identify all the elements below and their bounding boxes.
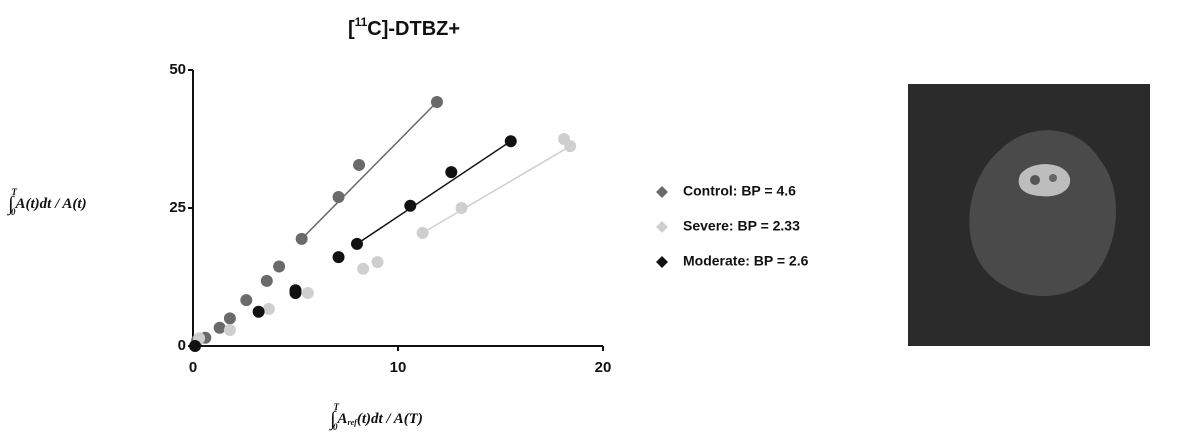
data-point <box>372 256 384 268</box>
pet-image <box>908 84 1150 346</box>
chart-title: [11C]-DTBZ+ <box>348 15 460 40</box>
legend-label: Control: BP = 4.6 <box>683 183 796 199</box>
fit-line <box>357 141 511 244</box>
legend-label: Severe: BP = 2.33 <box>683 218 800 234</box>
data-point <box>253 306 265 318</box>
chart: [11C]-DTBZ+ ∫T0A(t)dt / A(t) ∫T0Aref(t)d… <box>0 0 1178 439</box>
y-tick-label: 50 <box>169 61 186 78</box>
label-body: (t)dt / A(T) <box>357 411 423 427</box>
data-point <box>333 251 345 263</box>
legend-label: Moderate: BP = 2.6 <box>683 253 809 269</box>
data-point <box>445 166 457 178</box>
data-point <box>224 324 236 336</box>
data-point <box>214 322 226 334</box>
data-point <box>505 135 517 147</box>
data-point <box>224 312 236 324</box>
data-point <box>273 261 285 273</box>
data-point <box>333 191 345 203</box>
label-body: A <box>336 411 347 427</box>
data-point <box>261 275 273 287</box>
data-point <box>417 227 429 239</box>
data-point <box>290 287 302 299</box>
data-point <box>357 263 369 275</box>
y-tick-label: 0 <box>178 337 186 354</box>
data-point <box>564 140 576 152</box>
fit-line <box>302 102 437 239</box>
data-point <box>456 202 468 214</box>
signal-hole <box>1049 174 1057 182</box>
data-point <box>431 96 443 108</box>
x-tick-label: 10 <box>390 359 407 376</box>
y-tick-label: 25 <box>169 199 186 216</box>
title-part: C]-DTBZ+ <box>367 18 460 40</box>
label-body: A(t)dt / A(t) <box>14 196 86 212</box>
page: [11C]-DTBZ+ ∫T0A(t)dt / A(t) ∫T0Aref(t)d… <box>0 0 1178 439</box>
data-point <box>263 303 275 315</box>
data-point <box>353 159 365 171</box>
data-point <box>404 200 416 212</box>
data-point <box>302 287 314 299</box>
legend-marker <box>656 186 668 198</box>
data-point <box>189 340 201 352</box>
x-tick-label: 20 <box>595 359 612 376</box>
x-tick-label: 0 <box>189 359 197 376</box>
fit-line <box>423 146 571 233</box>
legend-marker <box>656 221 668 233</box>
signal-hole <box>1030 175 1040 185</box>
data-point <box>240 294 252 306</box>
legend-marker <box>656 256 668 268</box>
data-point <box>296 233 308 245</box>
title-sup: 11 <box>355 15 368 29</box>
data-point <box>351 238 363 250</box>
